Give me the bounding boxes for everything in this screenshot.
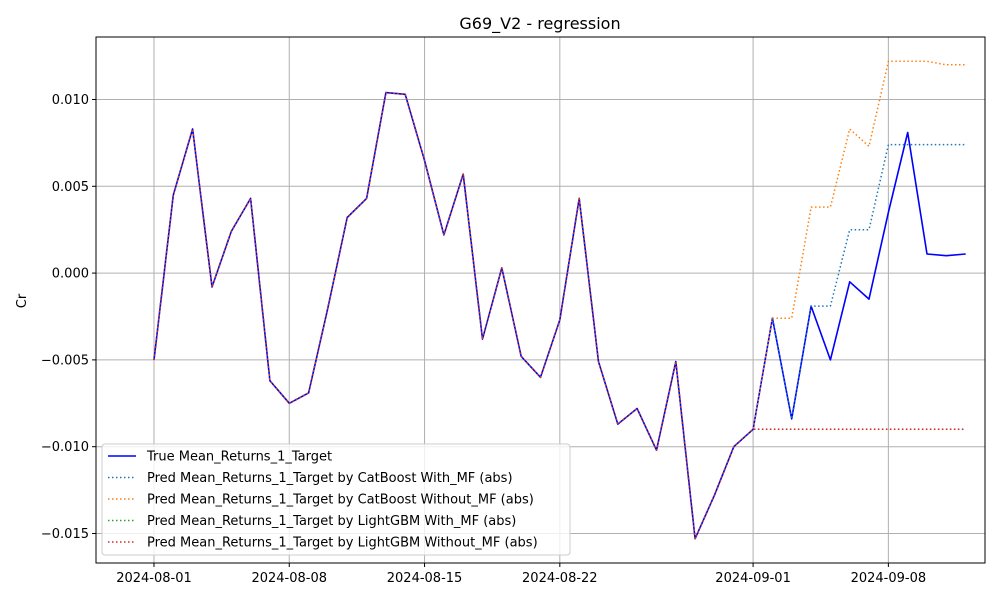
x-tick-label: 2024-08-08 xyxy=(251,571,327,586)
chart-title: G69_V2 - regression xyxy=(459,14,620,34)
y-tick-label: 0.010 xyxy=(52,93,89,108)
legend-label: Pred Mean_Returns_1_Target by LightGBM W… xyxy=(147,514,516,529)
legend-label: Pred Mean_Returns_1_Target by LightGBM W… xyxy=(147,536,538,551)
y-tick-label: 0.005 xyxy=(52,180,89,195)
x-tick-label: 2024-08-01 xyxy=(116,571,192,586)
legend-label: Pred Mean_Returns_1_Target by CatBoost W… xyxy=(147,493,534,508)
y-tick-label: −0.010 xyxy=(41,440,89,455)
y-axis-label: Cr xyxy=(15,293,30,308)
y-tick-label: 0.000 xyxy=(52,267,89,282)
legend-label: Pred Mean_Returns_1_Target by CatBoost W… xyxy=(147,471,513,486)
legend-box xyxy=(101,443,571,556)
x-tick-label: 2024-09-08 xyxy=(851,571,927,586)
series-lines xyxy=(153,60,966,540)
y-tick-label: −0.005 xyxy=(41,353,89,368)
y-tick-label: −0.015 xyxy=(41,527,89,542)
x-tick-label: 2024-09-01 xyxy=(715,571,791,586)
legend: True Mean_Returns_1_Target Pred Mean_Retu… xyxy=(101,443,571,556)
x-tick-label: 2024-08-15 xyxy=(387,571,463,586)
plot-frame xyxy=(95,36,986,564)
series-line-4 xyxy=(153,91,966,540)
x-tick-label: 2024-08-22 xyxy=(522,571,598,586)
axis-ticks: 0.010 0.005 0.000 −0.005 −0.010 −0.015 2024-08… xyxy=(41,93,926,586)
legend-label: True Mean_Returns_1_Target xyxy=(146,450,332,465)
